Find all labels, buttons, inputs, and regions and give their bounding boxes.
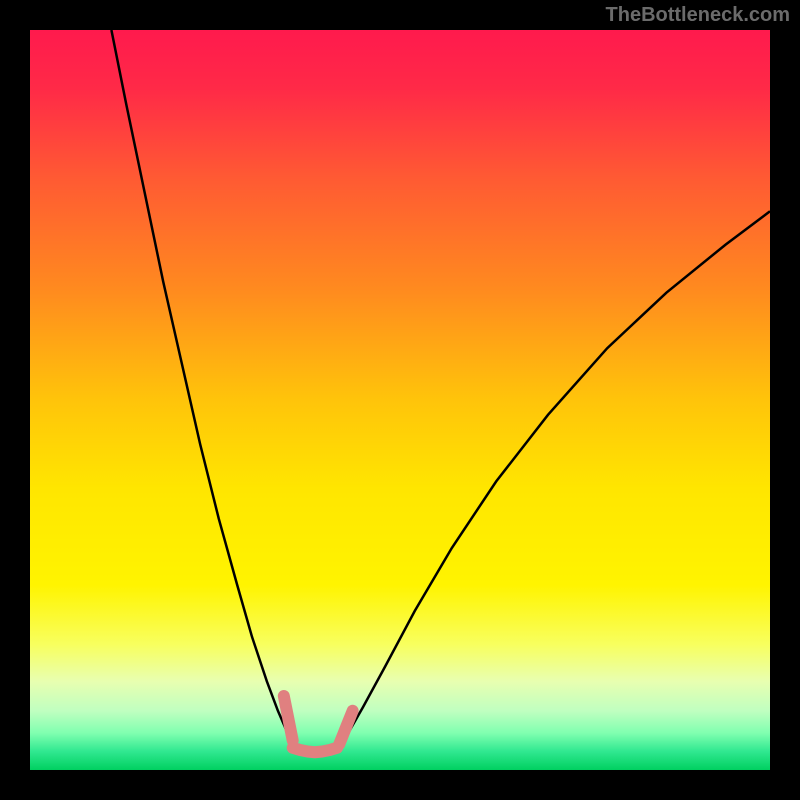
bottleneck-chart — [0, 0, 800, 800]
marker-segment-bottom — [293, 748, 337, 752]
plot-background — [30, 30, 770, 770]
watermark-text: TheBottleneck.com — [606, 4, 790, 27]
